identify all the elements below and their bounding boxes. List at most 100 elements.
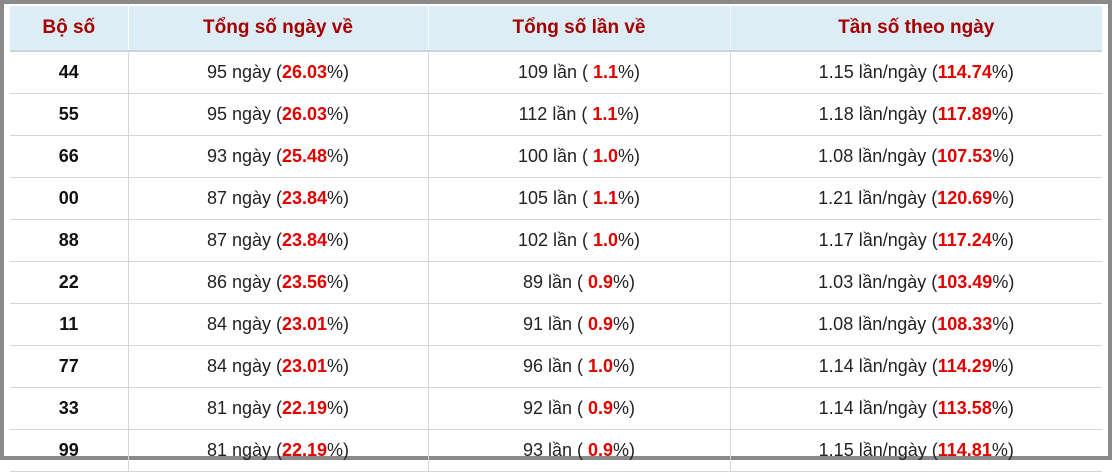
cell-text: %) <box>613 272 636 292</box>
percent-value: 0.9 <box>588 272 614 292</box>
percent-value: 1.1 <box>593 62 619 82</box>
cell-text: 1.17 lần/ngày ( <box>818 230 938 250</box>
percent-value: 23.01 <box>282 356 328 376</box>
value-cell: 1.17 lần/ngày (117.24%) <box>730 219 1102 262</box>
value-cell: 84 ngày (23.01%) <box>128 345 429 388</box>
key-cell: 88 <box>10 219 129 262</box>
cell-text: 1.15 lần/ngày ( <box>818 62 938 82</box>
table-row: 66 93 ngày (25.48%) 100 lần ( 1.0%) 1.08 lầ… <box>10 135 1102 178</box>
value-cell: 81 ngày (22.19%) <box>128 387 429 430</box>
cell-text: 81 ngày ( <box>206 398 282 418</box>
cell-text: %) <box>618 146 641 166</box>
value-cell: 95 ngày (26.03%) <box>128 93 429 136</box>
cell-text: 89 lần ( <box>522 272 588 292</box>
table-row: 11 84 ngày (23.01%) 91 lần ( 0.9%) 1.08 lần… <box>10 303 1102 346</box>
key-cell: 22 <box>10 261 129 304</box>
value-cell: 86 ngày (23.56%) <box>128 261 429 304</box>
key-cell: 77 <box>10 345 129 388</box>
percent-value: 22.19 <box>282 398 328 418</box>
key-cell: 33 <box>10 387 129 430</box>
cell-text: 1.08 lần/ngày ( <box>818 146 938 166</box>
value-cell: 93 ngày (25.48%) <box>128 135 429 178</box>
value-cell: 1.08 lần/ngày (107.53%) <box>730 135 1102 178</box>
percent-value: 23.84 <box>282 230 328 250</box>
value-cell: 84 ngày (23.01%) <box>128 303 429 346</box>
cell-text: 1.14 lần/ngày ( <box>818 398 938 418</box>
percent-value: 25.48 <box>282 146 328 166</box>
cell-text: %) <box>613 398 636 418</box>
cell-text: 84 ngày ( <box>206 314 282 334</box>
cell-text: %) <box>327 440 350 460</box>
cell-text: %) <box>992 272 1015 292</box>
cell-text: %) <box>613 356 636 376</box>
cell-text: 1.15 lần/ngày ( <box>818 440 938 460</box>
cell-text: %) <box>327 104 350 124</box>
cell-text: 92 lần ( <box>522 398 588 418</box>
stats-table: Bộ số Tổng số ngày về Tổng số lần về Tần số… <box>10 6 1102 472</box>
table-row: 22 86 ngày (23.56%) 89 lần ( 0.9%) 1.03 lần… <box>10 261 1102 304</box>
cell-text: %) <box>992 188 1015 208</box>
cell-text: %) <box>991 230 1014 250</box>
value-cell: 1.15 lần/ngày (114.81%) <box>730 429 1102 472</box>
percent-value: 1.1 <box>592 104 618 124</box>
table-body: 44 95 ngày (26.03%) 109 lần ( 1.1%) 1.15 lầ… <box>10 51 1102 472</box>
value-cell: 96 lần ( 1.0%) <box>428 345 731 388</box>
percent-value: 113.58 <box>937 398 992 418</box>
cell-text: 96 lần ( <box>522 356 588 376</box>
percent-value: 23.84 <box>282 188 328 208</box>
cell-text: %) <box>327 62 350 82</box>
cell-text: %) <box>991 62 1014 82</box>
cell-text: 95 ngày ( <box>206 104 282 124</box>
percent-value: 23.01 <box>282 314 328 334</box>
value-cell: 93 lần ( 0.9%) <box>428 429 731 472</box>
cell-text: %) <box>991 356 1014 376</box>
percent-value: 1.1 <box>593 188 619 208</box>
cell-text: 95 ngày ( <box>206 62 282 82</box>
header-cell: Tổng số ngày về <box>128 6 429 52</box>
table-row: 44 95 ngày (26.03%) 109 lần ( 1.1%) 1.15 lầ… <box>10 51 1102 94</box>
cell-text: 86 ngày ( <box>206 272 282 292</box>
cell-text: %) <box>618 230 641 250</box>
cell-text: 81 ngày ( <box>206 440 282 460</box>
value-cell: 91 lần ( 0.9%) <box>428 303 731 346</box>
cell-text: 87 ngày ( <box>206 188 282 208</box>
value-cell: 1.14 lần/ngày (113.58%) <box>730 387 1102 430</box>
cell-text: %) <box>327 188 350 208</box>
percent-value: 1.0 <box>593 230 619 250</box>
cell-text: %) <box>327 272 350 292</box>
cell-text: %) <box>991 398 1014 418</box>
table-row: 00 87 ngày (23.84%) 105 lần ( 1.1%) 1.21 lầ… <box>10 177 1102 220</box>
header-row: Bộ số Tổng số ngày về Tổng số lần về Tần số… <box>10 6 1102 52</box>
cell-text: %) <box>613 314 636 334</box>
percent-value: 26.03 <box>282 62 328 82</box>
cell-text: 93 lần ( <box>522 440 588 460</box>
value-cell: 1.18 lần/ngày (117.89%) <box>730 93 1102 136</box>
cell-text: %) <box>992 314 1015 334</box>
table-row: 55 95 ngày (26.03%) 112 lần ( 1.1%) 1.18 lầ… <box>10 93 1102 136</box>
value-cell: 1.03 lần/ngày (103.49%) <box>730 261 1102 304</box>
percent-value: 114.81 <box>937 440 992 460</box>
cell-text: %) <box>327 314 350 334</box>
percent-value: 1.0 <box>593 146 619 166</box>
cell-text: 112 lần ( <box>518 104 593 124</box>
percent-value: 0.9 <box>588 314 614 334</box>
key-cell: 66 <box>10 135 129 178</box>
cell-text: 87 ngày ( <box>206 230 282 250</box>
key-cell: 55 <box>10 93 129 136</box>
cell-text: 100 lần ( <box>517 146 594 166</box>
header-cell: Tần số theo ngày <box>730 6 1102 52</box>
percent-value: 22.19 <box>282 440 328 460</box>
value-cell: 87 ngày (23.84%) <box>128 219 429 262</box>
value-cell: 105 lần ( 1.1%) <box>428 177 731 220</box>
cell-text: %) <box>613 440 636 460</box>
header-cell: Bộ số <box>10 6 129 52</box>
cell-text: 1.08 lần/ngày ( <box>818 314 938 334</box>
value-cell: 92 lần ( 0.9%) <box>428 387 731 430</box>
percent-value: 23.56 <box>282 272 328 292</box>
value-cell: 100 lần ( 1.0%) <box>428 135 731 178</box>
percent-value: 107.53 <box>937 146 993 166</box>
cell-text: %) <box>618 62 641 82</box>
key-cell: 00 <box>10 177 129 220</box>
key-cell: 11 <box>10 303 129 346</box>
table-row: 77 84 ngày (23.01%) 96 lần ( 1.0%) 1.14 lần… <box>10 345 1102 388</box>
